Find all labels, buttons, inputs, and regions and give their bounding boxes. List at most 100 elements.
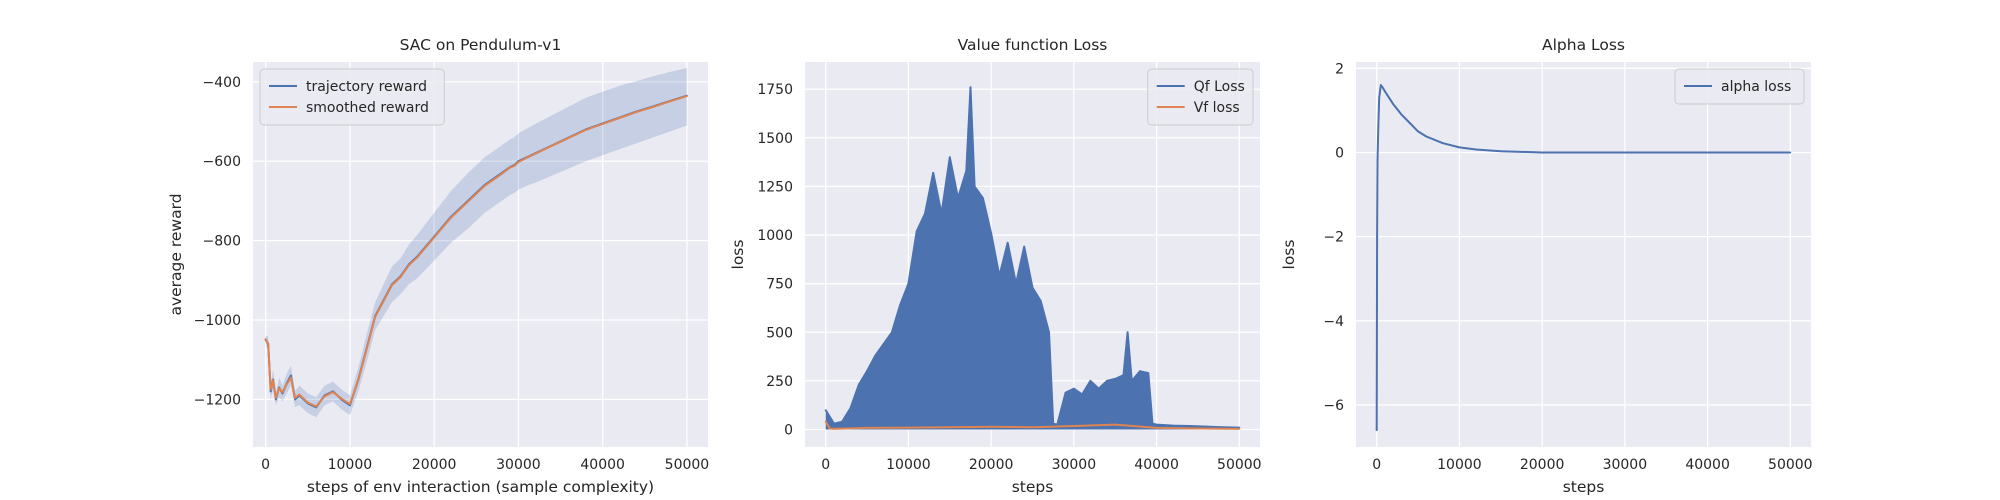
- legend: alpha loss: [1674, 68, 1805, 105]
- data-point: [1188, 425, 1191, 427]
- data-point: [1624, 151, 1626, 154]
- data-point: [1377, 126, 1380, 129]
- legend-label: Qf Loss: [1194, 79, 1245, 95]
- y-tick-label: 1000: [757, 228, 793, 244]
- data-point: [298, 393, 301, 396]
- data-point: [1458, 146, 1461, 149]
- data-point: [290, 376, 292, 379]
- legend: trajectory reward smoothed reward: [259, 68, 445, 126]
- data-point: [601, 123, 604, 125]
- data-point: [467, 200, 469, 203]
- data-point: [957, 197, 959, 200]
- data-point: [1205, 425, 1208, 428]
- data-point: [1147, 372, 1150, 374]
- data-point: [1006, 241, 1009, 244]
- data-point: [1122, 374, 1125, 376]
- data-point: [483, 184, 486, 187]
- data-point: [1748, 151, 1750, 154]
- data-point: [1155, 423, 1158, 426]
- data-point: [652, 106, 655, 108]
- data-point: [866, 370, 868, 373]
- legend-label: trajectory reward: [306, 79, 427, 95]
- x-tick-label: 50000: [1217, 457, 1262, 473]
- y-tick-label: 1750: [757, 82, 793, 98]
- data-point: [357, 379, 360, 382]
- data-point: [1172, 424, 1174, 427]
- data-point: [1665, 151, 1668, 154]
- series-line-smoothed-reward: [264, 95, 688, 408]
- y-axis-label: loss: [1280, 240, 1298, 270]
- x-tick-label: 20000: [1520, 457, 1565, 473]
- plot-marks: [824, 86, 1241, 430]
- data-point: [365, 347, 368, 350]
- data-point: [915, 230, 918, 233]
- data-point: [948, 426, 951, 429]
- data-point: [1375, 429, 1378, 432]
- data-point: [269, 388, 272, 391]
- legend-frame: [1147, 68, 1254, 126]
- data-point: [973, 185, 976, 188]
- data-point: [1114, 378, 1117, 380]
- data-point: [399, 276, 402, 278]
- data-point: [1052, 422, 1055, 425]
- data-point: [1097, 387, 1100, 390]
- y-tick-label: 250: [766, 374, 793, 390]
- data-point: [267, 343, 270, 346]
- x-tick-label: 20000: [412, 457, 457, 473]
- data-point: [274, 398, 277, 401]
- data-point: [1106, 380, 1108, 382]
- plot-area: [1356, 62, 1811, 447]
- data-point: [891, 331, 893, 334]
- data-point: [1039, 300, 1042, 303]
- chart-panel-3: 0 10000 20000 30000 40000 50000 −6 −4 −2 0 2 Alpha …: [1280, 36, 1813, 496]
- data-point: [1064, 391, 1067, 394]
- y-tick-label: 1500: [757, 131, 793, 147]
- data-point: [1384, 90, 1386, 93]
- data-point: [340, 397, 343, 400]
- data-point: [1388, 96, 1390, 99]
- data-point: [1425, 135, 1428, 138]
- data-point: [374, 315, 377, 318]
- data-point: [824, 420, 827, 423]
- data-point: [998, 275, 1001, 277]
- x-tick-label: 40000: [580, 457, 625, 473]
- x-tick-label: 50000: [665, 457, 710, 473]
- data-point: [274, 396, 277, 399]
- x-tick-label: 10000: [886, 457, 931, 473]
- data-point: [1023, 245, 1026, 248]
- data-point: [1015, 282, 1017, 285]
- data-point: [1499, 150, 1502, 153]
- y-tick-label: 1250: [757, 179, 793, 195]
- legend-label: alpha loss: [1721, 79, 1791, 95]
- data-point: [285, 383, 288, 386]
- data-point: [294, 398, 296, 401]
- data-point: [433, 236, 436, 239]
- data-point: [828, 427, 831, 430]
- data-point: [391, 284, 393, 286]
- legend-label: Vf loss: [1194, 100, 1240, 116]
- data-point: [1408, 122, 1411, 124]
- data-point: [1417, 130, 1419, 133]
- data-point: [1126, 331, 1129, 334]
- data-point: [849, 407, 852, 409]
- data-point: [1081, 393, 1083, 396]
- data-point: [824, 409, 827, 411]
- data-point: [618, 117, 621, 119]
- data-point: [332, 391, 334, 394]
- chart-title: SAC on Pendulum-v1: [400, 36, 562, 54]
- y-tick-label: −1000: [194, 313, 241, 329]
- data-point: [1789, 151, 1792, 154]
- data-point: [306, 401, 309, 404]
- data-point: [509, 166, 511, 169]
- data-point: [1031, 426, 1034, 429]
- plot-marks: [264, 68, 688, 418]
- data-point: [568, 136, 570, 139]
- data-point: [290, 374, 292, 377]
- data-point: [1475, 148, 1477, 151]
- data-point: [990, 425, 992, 428]
- data-point: [932, 171, 935, 174]
- data-point: [281, 391, 284, 394]
- data-point: [551, 144, 553, 147]
- data-point: [1031, 286, 1034, 289]
- y-tick-label: 750: [766, 277, 793, 293]
